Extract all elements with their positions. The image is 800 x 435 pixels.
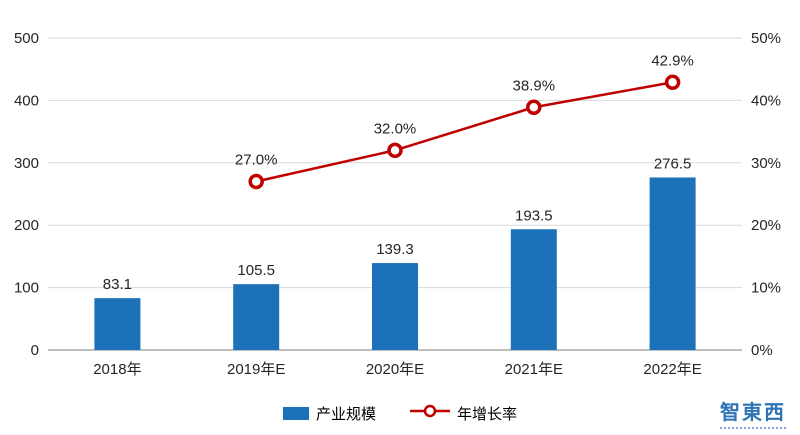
line-marker	[664, 74, 681, 91]
line-marker	[387, 142, 403, 159]
left-axis-tick-label: 0	[31, 342, 39, 359]
line-series-marker-icon	[410, 404, 450, 422]
bar	[94, 298, 141, 350]
category-label: 2018年	[93, 361, 141, 378]
right-axis-tick-label: 30%	[751, 155, 781, 172]
bar-data-label: 193.5	[515, 207, 553, 224]
right-axis-tick-label: 40%	[751, 92, 781, 109]
line-marker	[248, 173, 264, 190]
right-axis-tick-label: 10%	[751, 280, 781, 297]
line-data-label: 32.0%	[374, 120, 417, 137]
bar	[372, 263, 418, 350]
watermark-text: 智東西	[720, 402, 786, 424]
left-axis-tick-label: 400	[14, 92, 39, 109]
bar	[233, 284, 280, 350]
line-data-label: 27.0%	[235, 152, 278, 169]
category-label: 2019年E	[227, 361, 285, 378]
bar-data-label: 276.5	[654, 155, 692, 172]
left-axis-tick-label: 100	[14, 280, 39, 297]
category-label: 2020年E	[366, 361, 424, 378]
category-label: 2022年E	[643, 361, 701, 378]
growth-line	[255, 81, 673, 183]
bar	[649, 177, 696, 350]
right-axis-tick-label: 0%	[751, 342, 773, 359]
line-data-label: 42.9%	[651, 52, 694, 69]
bar	[510, 229, 557, 350]
watermark-dots-icon	[720, 426, 786, 429]
bar-series-swatch-icon	[282, 406, 309, 420]
legend-label-bar-series: 产业规模	[315, 405, 376, 423]
legend: 产业规模 年增长率	[0, 398, 800, 428]
watermark-logo: 智東西	[720, 403, 786, 429]
line-data-label: 38.9%	[513, 77, 556, 94]
legend-item-bar-series: 产业规模	[282, 403, 376, 424]
legend-item-line-series: 年增长率	[410, 403, 517, 424]
left-axis-tick-label: 300	[14, 155, 39, 172]
category-label: 2021年E	[505, 361, 563, 378]
bar-data-label: 83.1	[103, 276, 132, 293]
legend-label-line-series: 年增长率	[457, 405, 518, 423]
bar-data-label: 139.3	[376, 241, 414, 258]
chart-plot-area: 0 0% 100 10% 200 20% 300 30% 400 40% 500 50% 2018年 20…	[14, 30, 781, 378]
left-axis-tick-label: 500	[14, 30, 39, 47]
bar-data-label: 105.5	[237, 262, 275, 279]
line-marker	[526, 99, 542, 116]
right-axis-tick-label: 20%	[751, 217, 781, 234]
right-axis-tick-label: 50%	[751, 30, 781, 47]
left-axis-tick-label: 200	[14, 217, 39, 234]
